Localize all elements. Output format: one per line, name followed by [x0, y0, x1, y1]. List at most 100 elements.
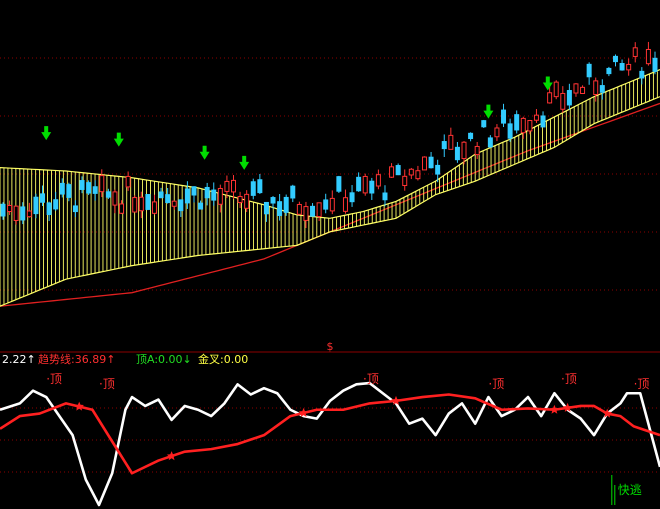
indicator-lines [0, 381, 660, 507]
candle-body [178, 199, 184, 212]
candle-body [237, 196, 243, 203]
candle-body [323, 199, 329, 210]
star-marker [298, 407, 309, 417]
indicator-series-line [0, 393, 660, 475]
candle-body [145, 194, 151, 210]
candle-body [507, 123, 513, 139]
candle-body [191, 186, 197, 196]
candle-body [40, 193, 46, 203]
candle-body [501, 109, 507, 124]
candle-body [138, 196, 144, 212]
candle-body [198, 202, 204, 210]
trend-band [0, 69, 660, 307]
candle-body [277, 201, 283, 217]
candle-body [151, 201, 157, 214]
star-marker [166, 451, 177, 461]
candle-body [520, 117, 526, 134]
candle-body [362, 175, 368, 194]
candle-body [533, 114, 539, 121]
candle-body [454, 146, 460, 161]
candle-body [639, 70, 645, 79]
candle-body [316, 202, 322, 217]
candle-body [105, 191, 111, 198]
candle-body [599, 85, 605, 93]
candle-body [283, 196, 289, 213]
buy-arrow-icon [41, 126, 52, 141]
indicator-top-a: 顶A:0.00↓ [136, 353, 192, 366]
candle-body [487, 137, 493, 148]
candlesticks [0, 41, 658, 229]
band-upper-line [0, 69, 660, 219]
buy-arrow-icon [239, 155, 250, 170]
candle-body [514, 114, 520, 131]
candle-body [250, 181, 256, 196]
candle-body [441, 141, 447, 150]
candle-body [375, 174, 381, 187]
candle-body [468, 132, 474, 140]
candle-body [408, 168, 414, 176]
top-label: ·顶 [488, 377, 504, 391]
star-marker [602, 408, 612, 418]
star-marker [74, 401, 84, 411]
candle-body [231, 179, 237, 193]
top-label: ·顶 [46, 372, 62, 386]
candle-body [645, 48, 651, 65]
candle-body [310, 205, 316, 217]
candle-body [619, 62, 625, 71]
candle-body [0, 203, 6, 217]
candle-body [263, 201, 269, 215]
candle-body [26, 210, 32, 218]
candle-body [33, 196, 39, 215]
candle-body [606, 67, 612, 75]
candle-body [573, 83, 579, 94]
indicator-value-1: 2.22↑ [2, 353, 36, 366]
buy-arrow-icon [542, 76, 553, 91]
candle-body [211, 189, 217, 201]
candle-body [448, 134, 454, 150]
candle-body [244, 193, 250, 209]
candle-body [303, 206, 309, 221]
candle-body [586, 63, 592, 78]
top-label: ·顶 [634, 377, 650, 391]
candle-body [612, 55, 618, 63]
candle-body [494, 127, 500, 138]
candle-body [481, 120, 487, 128]
candle-body [66, 184, 72, 198]
candle-body [119, 203, 125, 214]
candle-body [296, 203, 302, 215]
candle-body [336, 176, 342, 192]
candle-body [158, 191, 164, 199]
candle-body [415, 170, 421, 180]
candle-body [112, 191, 118, 206]
candle-body [389, 166, 395, 178]
candle-body [92, 186, 98, 194]
candle-body [382, 192, 388, 201]
candle-body [369, 180, 375, 194]
band-lower-line [0, 96, 660, 307]
candle-body [349, 192, 355, 203]
buy-arrow-icon [199, 145, 210, 160]
candle-body [435, 164, 441, 175]
indicator-golden-cross: 金叉:0.00 [198, 353, 249, 366]
candle-body [13, 205, 19, 221]
buy-arrows [41, 76, 553, 170]
candle-body [165, 194, 171, 203]
candle-body [125, 175, 131, 188]
candle-body [79, 180, 85, 190]
main-labels: $ [327, 340, 334, 353]
star-marker [391, 395, 401, 405]
candle-body [99, 175, 105, 193]
escape-signal-label: 快逃 [618, 483, 642, 497]
main-label: $ [327, 340, 334, 353]
candle-body [580, 86, 586, 94]
candle-body [86, 182, 92, 194]
candle-body [224, 180, 230, 192]
indicator-bar: 2.22↑ 趋势线:36.89↑ 顶A:0.00↓ 金叉:0.00 [0, 352, 660, 368]
candle-body [474, 145, 480, 156]
candle-body [547, 92, 553, 104]
indicator-marks: ·顶 ·顶 ·顶 ·顶 ·顶 ·顶快逃 [46, 372, 649, 505]
candle-body [421, 156, 427, 171]
candle-body [626, 63, 632, 71]
star-marker [549, 404, 560, 414]
